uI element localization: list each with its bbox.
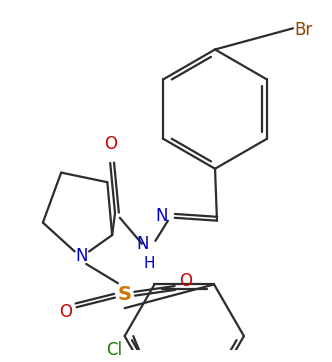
Text: O: O	[180, 272, 193, 290]
Text: S: S	[118, 285, 132, 304]
Text: H: H	[144, 256, 155, 271]
Text: O: O	[59, 303, 72, 321]
Text: Cl: Cl	[106, 341, 122, 359]
Text: Br: Br	[295, 21, 313, 39]
Text: O: O	[104, 135, 117, 153]
Text: N: N	[75, 247, 88, 265]
Text: N: N	[136, 235, 149, 253]
Text: N: N	[155, 207, 168, 225]
